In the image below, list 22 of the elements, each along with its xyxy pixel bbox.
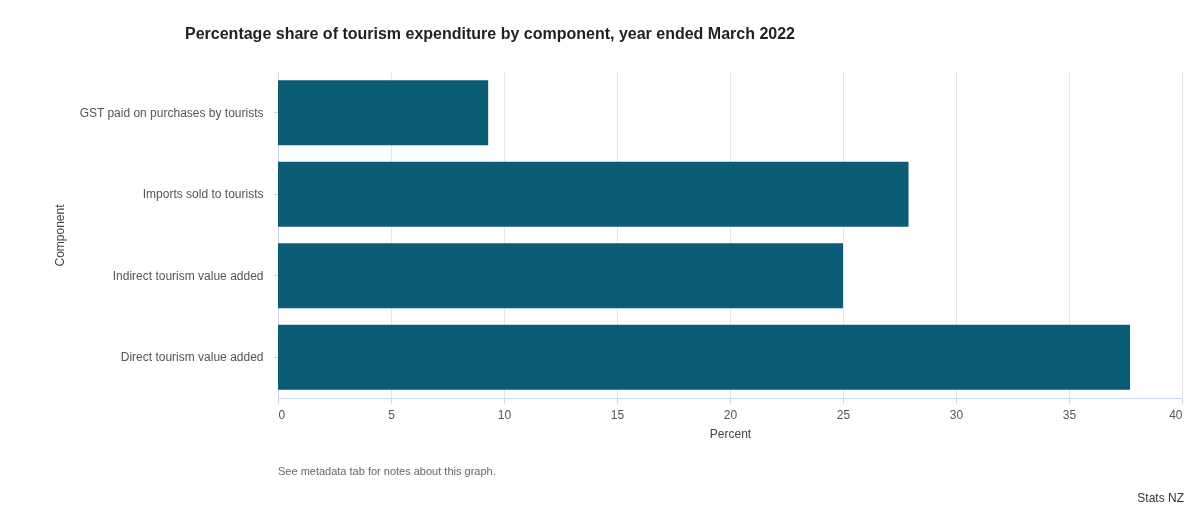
x-tick-label: 0 <box>278 407 286 422</box>
x-tick-label: 25 <box>836 407 851 422</box>
y-axis-title: Component <box>53 203 68 267</box>
x-tick-label: 15 <box>610 407 625 422</box>
y-tick-label: Direct tourism value added <box>120 350 264 365</box>
bar <box>278 161 909 227</box>
bar <box>278 324 1131 390</box>
y-tick-label: GST paid on purchases by tourists <box>79 105 264 120</box>
y-tick-label: Imports sold to tourists <box>142 187 264 202</box>
x-tick-label: 40 <box>1169 407 1183 422</box>
x-tick-label: 35 <box>1062 407 1077 422</box>
text: Stats NZ <box>1137 491 1184 505</box>
x-tick-label: 30 <box>949 407 964 422</box>
bar <box>278 80 489 146</box>
chart-title: Percentage share of tourism expenditure by component, year ended March 2022 <box>185 25 796 42</box>
x-axis-title: Percent <box>709 426 752 441</box>
text: See metadata tab for notes about this graph. <box>278 465 496 477</box>
x-tick-label: 10 <box>497 407 512 422</box>
bar <box>278 243 843 309</box>
y-tick-label: Indirect tourism value added <box>112 268 264 283</box>
x-tick-label: 20 <box>723 407 738 422</box>
x-tick-label: 5 <box>388 407 396 422</box>
